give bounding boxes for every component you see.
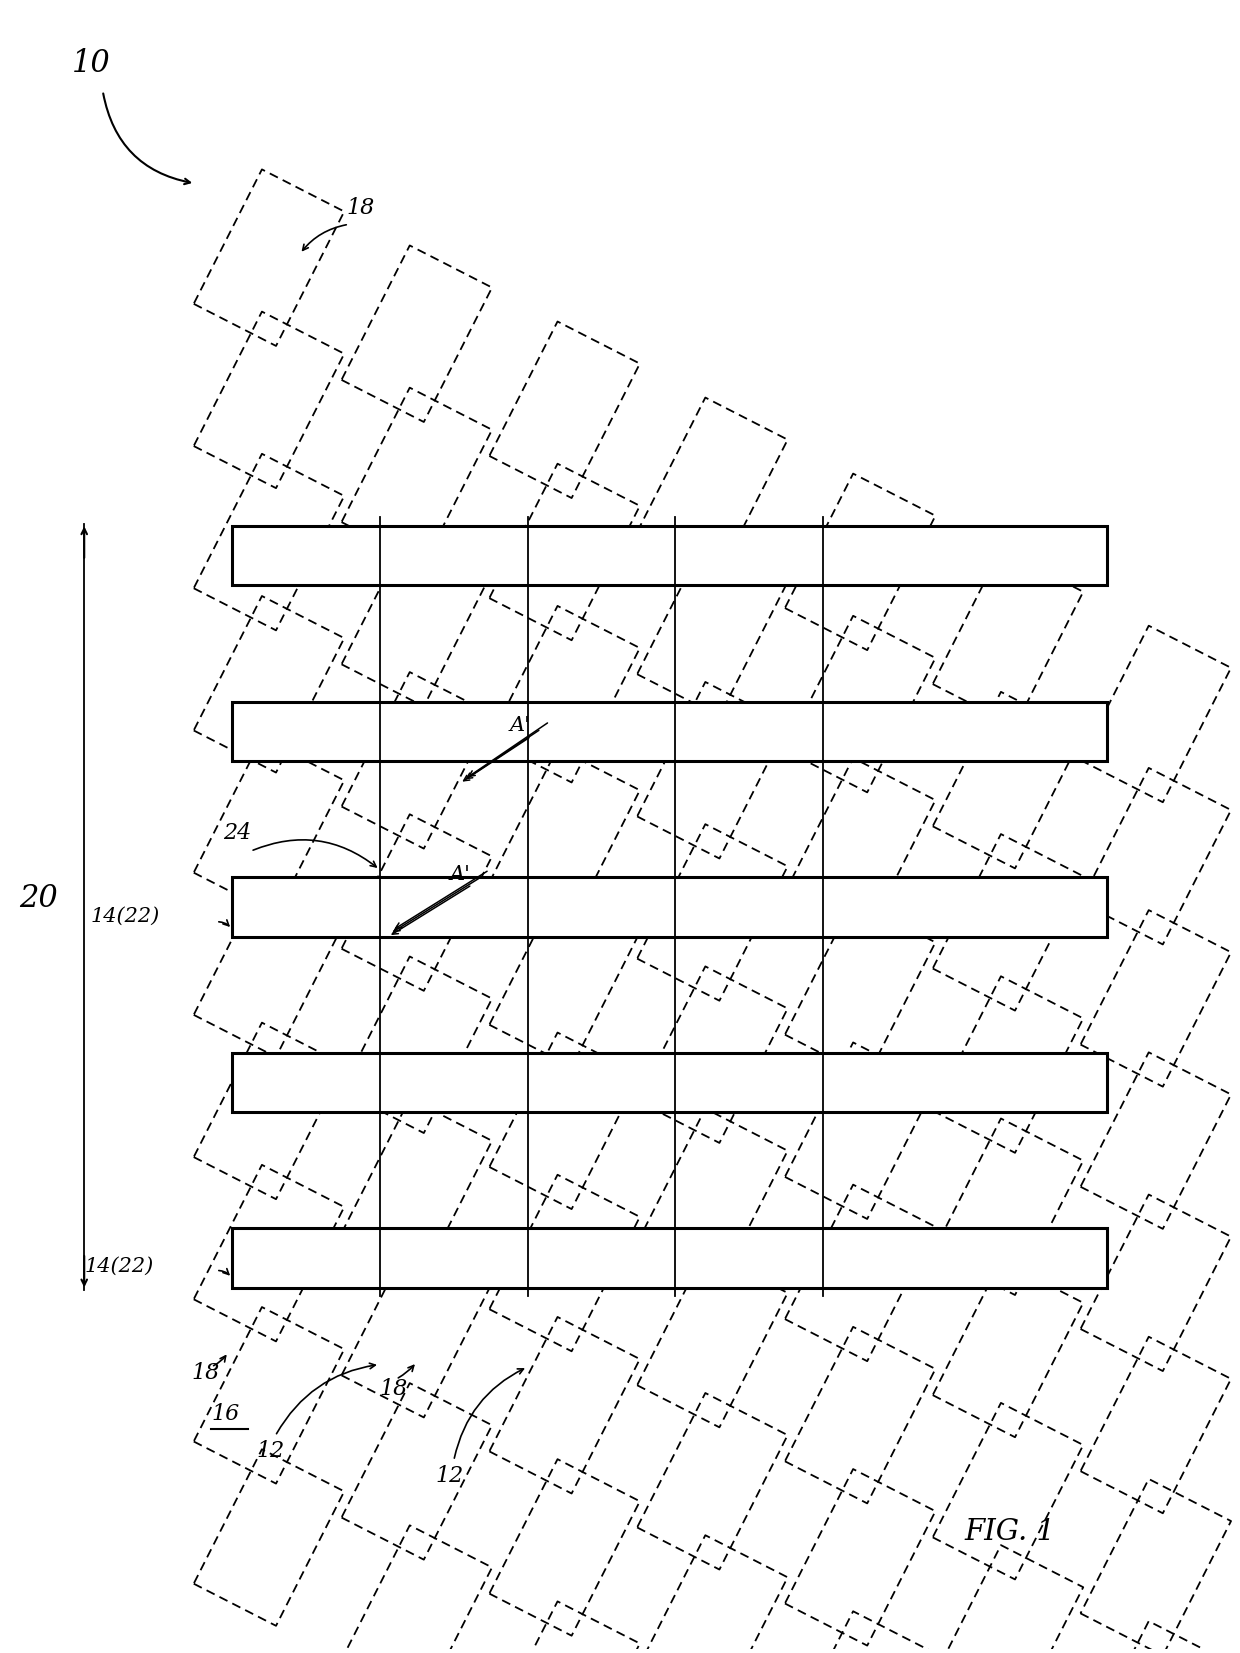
Text: 10: 10 (72, 48, 110, 79)
Text: 16: 16 (211, 1403, 239, 1425)
Text: FIG. 1: FIG. 1 (965, 1517, 1056, 1546)
Text: 24: 24 (223, 822, 252, 845)
Text: 14(22): 14(22) (91, 907, 160, 926)
Text: A': A' (510, 716, 529, 736)
Bar (232, 701, 1106, 760)
Text: 12: 12 (435, 1465, 464, 1488)
Text: 20: 20 (20, 883, 58, 914)
Bar (232, 1053, 1106, 1112)
Text: A': A' (450, 865, 471, 884)
Bar (232, 878, 1106, 937)
Text: 18: 18 (191, 1362, 219, 1384)
Text: 18: 18 (379, 1379, 408, 1400)
Text: 14(22): 14(22) (84, 1256, 154, 1276)
Text: 12: 12 (257, 1440, 285, 1463)
Text: 18: 18 (346, 197, 374, 220)
Bar (232, 526, 1106, 585)
Bar (232, 1228, 1106, 1288)
